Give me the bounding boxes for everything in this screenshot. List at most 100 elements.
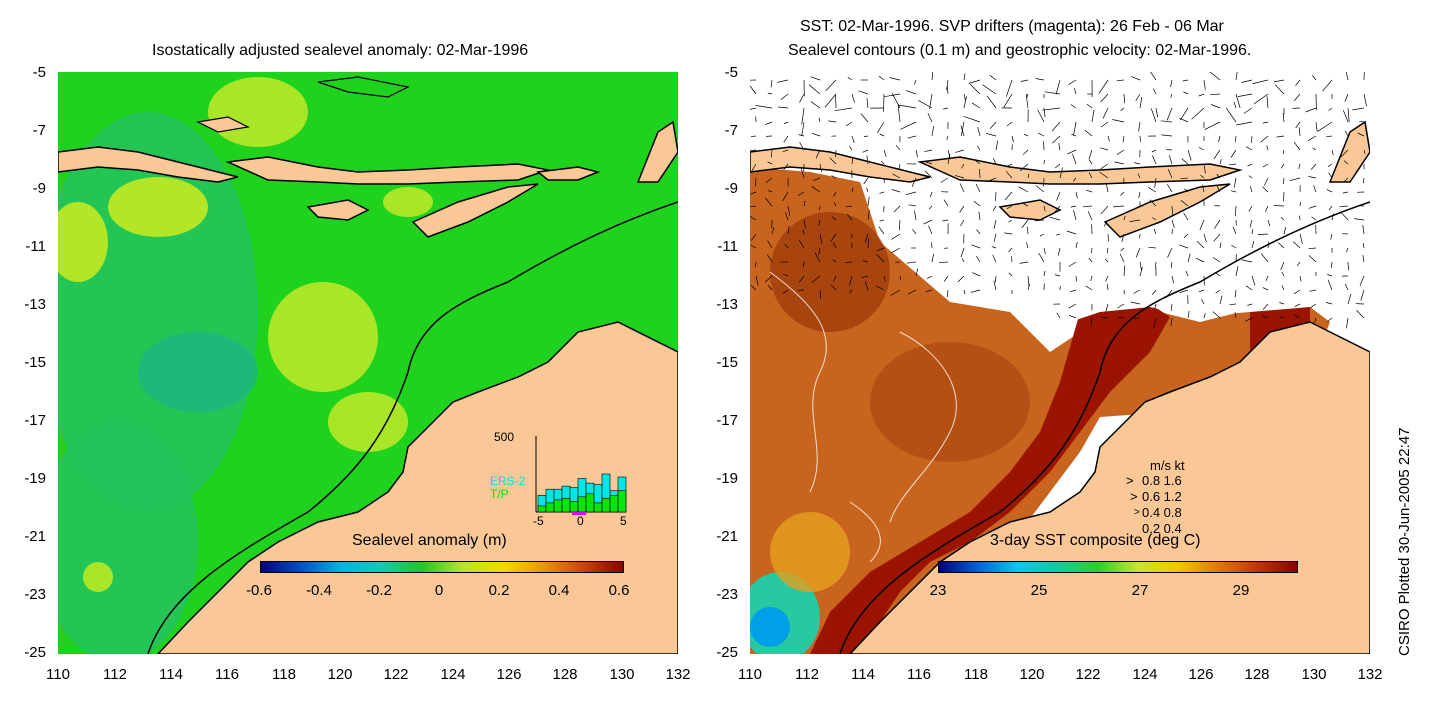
- velocity-arrow: [1308, 255, 1317, 263]
- velocity-arrow: [1234, 205, 1237, 217]
- velocity-arrow: [982, 84, 997, 95]
- velocity-arrow: [800, 167, 805, 179]
- velocity-arrow: [847, 213, 853, 221]
- velocity-arrow: [1249, 186, 1253, 193]
- velocity-arrow: [928, 225, 933, 235]
- velocity-arrow: [1103, 219, 1109, 227]
- velocity-arrow: [1123, 215, 1126, 221]
- velocity-arrow: [971, 272, 981, 277]
- velocity-arrow: [1234, 312, 1237, 319]
- velocity-arrow: [1187, 149, 1192, 161]
- velocity-arrow: [963, 115, 981, 123]
- velocity-arrow: [929, 191, 933, 198]
- velocity-arrow: [1054, 163, 1061, 169]
- velocity-arrow: [1160, 120, 1173, 123]
- velocity-arrow: [1262, 303, 1269, 310]
- right-colorbar-tick: 23: [929, 582, 947, 599]
- velocity-arrow: [1011, 135, 1014, 143]
- velocity-arrow: [819, 205, 821, 211]
- inset-bar-tp: [553, 499, 563, 513]
- velocity-arrow: [1165, 289, 1173, 299]
- velocity-arrow: [1251, 240, 1255, 249]
- velocity-arrow: [851, 93, 855, 103]
- right-x-tick: 114: [851, 666, 875, 683]
- velocity-arrow: [1328, 205, 1333, 211]
- velocity-arrow: [1191, 107, 1205, 120]
- velocity-arrow: [1152, 155, 1157, 165]
- reef-contour-north: [317, 76, 410, 98]
- velocity-arrow: [1274, 84, 1285, 95]
- velocity-arrow: [1251, 275, 1256, 286]
- velocity-arrow: [960, 163, 965, 169]
- velocity-arrow: [1139, 261, 1142, 271]
- velocity-arrow: [1219, 295, 1223, 305]
- velocity-arrow: [862, 260, 869, 263]
- velocity-arrow: [1251, 135, 1253, 143]
- velocity-arrow: [905, 191, 917, 196]
- velocity-arrow: [1228, 163, 1237, 166]
- velocity-arrow: [1067, 149, 1077, 155]
- right-x-tick: 110: [738, 666, 762, 683]
- velocity-arrow: [1344, 283, 1349, 291]
- velocity-arrow: [960, 247, 965, 258]
- velocity-arrow: [867, 238, 869, 249]
- inset-drifter-window: [572, 512, 586, 515]
- velocity-arrow: [1135, 247, 1141, 258]
- velocity-arrow: [963, 73, 966, 81]
- velocity-arrow: [1130, 76, 1141, 81]
- velocity-arrow: [799, 93, 805, 103]
- velocity-arrow: [1325, 302, 1333, 305]
- velocity-arrow: [1204, 121, 1221, 130]
- velocity-arrow: [1022, 149, 1029, 155]
- velocity-arrow: [1293, 141, 1301, 151]
- wetar-island: [536, 166, 601, 181]
- velocity-arrow: [861, 275, 869, 279]
- inset-bar-tp: [577, 496, 587, 513]
- velocity-arrow: [1233, 101, 1237, 109]
- velocity-arrow: [1267, 219, 1271, 227]
- right-colorbar: [938, 561, 1298, 573]
- velocity-arrow: [765, 121, 773, 125]
- velocity-arrow: [1004, 191, 1013, 201]
- velocity-arrow: [1308, 176, 1317, 179]
- velocity-arrow: [1072, 177, 1077, 182]
- velocity-arrow: [1187, 310, 1190, 319]
- velocity-arrow: [1243, 107, 1253, 114]
- velocity-arrow: [1138, 191, 1141, 198]
- velocity-arrow: [1087, 211, 1093, 221]
- velocity-arrow: [1171, 228, 1173, 235]
- velocity-arrow: [1148, 187, 1157, 193]
- velocity-key-arrow-icon: >: [1134, 507, 1140, 518]
- velocity-arrow: [1023, 203, 1029, 207]
- velocity-arrow: [1215, 272, 1221, 277]
- velocity-arrow: [1343, 160, 1349, 165]
- velocity-arrow: [755, 275, 759, 286]
- velocity-arrow: [1252, 79, 1269, 84]
- java-island: [58, 146, 239, 183]
- velocity-arrow: [878, 226, 885, 235]
- sumba-island: [306, 199, 370, 221]
- sla-high-patch-2: [268, 282, 378, 392]
- left-y-tick: -7: [32, 122, 46, 139]
- velocity-arrow: [1312, 75, 1317, 81]
- sla-low-region-south: [58, 422, 198, 654]
- velocity-arrow: [895, 145, 901, 151]
- velocity-arrow: [1354, 218, 1365, 221]
- velocity-arrow: [914, 210, 917, 221]
- velocity-arrow: [1298, 127, 1301, 137]
- velocity-arrow: [943, 275, 949, 282]
- velocity-arrow: [1153, 317, 1157, 328]
- velocity-arrow: [1059, 167, 1063, 179]
- velocity-arrow: [893, 205, 901, 213]
- timor-island: [1103, 183, 1231, 238]
- velocity-arrow: [1352, 107, 1365, 111]
- velocity-arrow: [1055, 233, 1061, 236]
- velocity-arrow: [1073, 88, 1077, 95]
- velocity-arrow: [993, 219, 997, 230]
- velocity-arrow: [883, 93, 901, 98]
- velocity-arrow: [1056, 191, 1061, 201]
- velocity-arrow: [1123, 265, 1126, 277]
- velocity-arrow: [994, 275, 997, 283]
- right-y-tick: -23: [716, 586, 738, 603]
- velocity-arrow: [931, 125, 935, 137]
